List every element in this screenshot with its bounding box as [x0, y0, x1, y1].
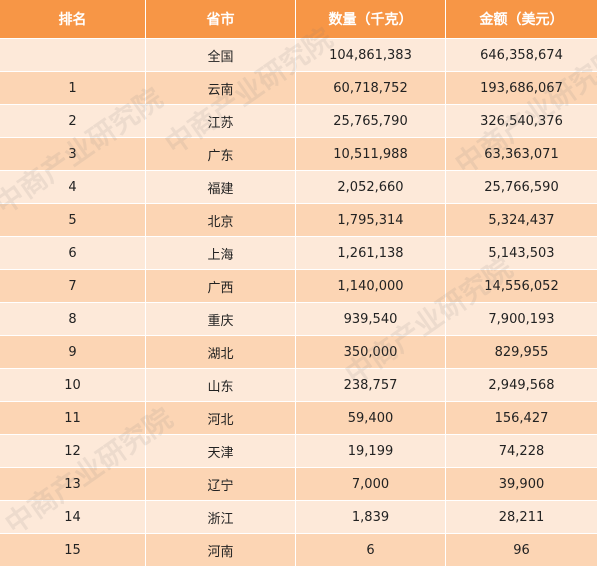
rank-cell: 6 — [0, 237, 146, 269]
province-cell: 湖北 — [146, 336, 296, 368]
rank-cell: 15 — [0, 534, 146, 566]
amount-cell: 96 — [513, 542, 530, 558]
quantity-cell: 350,000 — [296, 336, 446, 368]
table-row: 8 重庆 939,540 7,900,193 — [0, 303, 597, 336]
rank-cell: 12 — [0, 435, 146, 467]
rank-cell: 1 — [0, 72, 146, 104]
quantity-cell: 60,718,752 — [296, 72, 446, 104]
province-cell: 浙江 — [146, 501, 296, 533]
header-province: 省市 — [146, 0, 296, 38]
rank-cell: 10 — [0, 369, 146, 401]
amount-cell: 5,324,437 — [488, 212, 555, 228]
rank-cell: 4 — [0, 171, 146, 203]
province-cell: 福建 — [146, 171, 296, 203]
province-cell: 广东 — [146, 138, 296, 170]
province-cell: 北京 — [146, 204, 296, 236]
amount-cell: 25,766,590 — [484, 179, 559, 195]
quantity-cell: 59,400 — [296, 402, 446, 434]
table-row: 2 江苏 25,765,790 326,540,376 — [0, 105, 597, 138]
quantity-cell: 6 — [296, 534, 446, 566]
quantity-cell: 2,052,660 — [296, 171, 446, 203]
amount-cell: 39,900 — [498, 476, 545, 492]
quantity-cell: 1,140,000 — [296, 270, 446, 302]
header-rank: 排名 — [0, 0, 146, 38]
amount-cell: 156,427 — [494, 410, 549, 426]
quantity-cell: 19,199 — [296, 435, 446, 467]
table-row: 3 广东 10,511,988 63,363,071 — [0, 138, 597, 171]
table-row: 1 云南 60,718,752 193,686,067 — [0, 72, 597, 105]
province-cell: 云南 — [146, 72, 296, 104]
province-cell: 河南 — [146, 534, 296, 566]
amount-cell: 63,363,071 — [484, 146, 559, 162]
province-cell: 江苏 — [146, 105, 296, 137]
province-cell: 重庆 — [146, 303, 296, 335]
amount-cell: 74,228 — [498, 443, 545, 459]
table-row: 15 河南 6 96 — [0, 534, 597, 567]
amount-cell: 326,540,376 — [480, 113, 563, 129]
header-amount: 金额（美元） — [479, 12, 564, 28]
amount-cell: 7,900,193 — [488, 311, 555, 327]
amount-cell: 2,949,568 — [488, 377, 555, 393]
rank-cell: 2 — [0, 105, 146, 137]
table-row: 全国 104,861,383 646,358,674 — [0, 39, 597, 72]
quantity-cell: 25,765,790 — [296, 105, 446, 137]
quantity-cell: 1,839 — [296, 501, 446, 533]
table-body: 全国 104,861,383 646,358,674 1 云南 60,718,752 193… — [0, 39, 597, 567]
table-row: 7 广西 1,140,000 14,556,052 — [0, 270, 597, 303]
table-row: 10 山东 238,757 2,949,568 — [0, 369, 597, 402]
rank-cell: 3 — [0, 138, 146, 170]
table-header-row: 排名 省市 数量（千克） 金额（美元） — [0, 0, 597, 39]
quantity-cell: 238,757 — [296, 369, 446, 401]
amount-cell: 829,955 — [494, 344, 549, 360]
province-cell: 全国 — [146, 39, 296, 71]
rank-cell — [0, 39, 146, 71]
rank-cell: 8 — [0, 303, 146, 335]
table-row: 14 浙江 1,839 28,211 — [0, 501, 597, 534]
province-cell: 山东 — [146, 369, 296, 401]
rank-cell: 13 — [0, 468, 146, 500]
quantity-cell: 939,540 — [296, 303, 446, 335]
rank-cell: 9 — [0, 336, 146, 368]
amount-cell: 14,556,052 — [484, 278, 559, 294]
table-row: 4 福建 2,052,660 25,766,590 — [0, 171, 597, 204]
province-cell: 天津 — [146, 435, 296, 467]
rank-cell: 14 — [0, 501, 146, 533]
province-cell: 上海 — [146, 237, 296, 269]
table-row: 9 湖北 350,000 829,955 — [0, 336, 597, 369]
rank-cell: 5 — [0, 204, 146, 236]
amount-cell: 193,686,067 — [480, 80, 563, 96]
province-cell: 河北 — [146, 402, 296, 434]
quantity-cell: 104,861,383 — [296, 39, 446, 71]
rank-cell: 7 — [0, 270, 146, 302]
table-row: 6 上海 1,261,138 5,143,503 — [0, 237, 597, 270]
rank-cell: 11 — [0, 402, 146, 434]
table-row: 11 河北 59,400 156,427 — [0, 402, 597, 435]
quantity-cell: 1,795,314 — [296, 204, 446, 236]
amount-cell: 28,211 — [498, 509, 545, 525]
header-quantity: 数量（千克） — [296, 0, 446, 38]
quantity-cell: 7,000 — [296, 468, 446, 500]
table-row: 12 天津 19,199 74,228 — [0, 435, 597, 468]
province-cell: 辽宁 — [146, 468, 296, 500]
table-row: 13 辽宁 7,000 39,900 — [0, 468, 597, 501]
quantity-cell: 1,261,138 — [296, 237, 446, 269]
province-cell: 广西 — [146, 270, 296, 302]
amount-cell: 646,358,674 — [480, 47, 563, 63]
quantity-cell: 10,511,988 — [296, 138, 446, 170]
table-row: 5 北京 1,795,314 5,324,437 — [0, 204, 597, 237]
amount-cell: 5,143,503 — [488, 245, 555, 261]
